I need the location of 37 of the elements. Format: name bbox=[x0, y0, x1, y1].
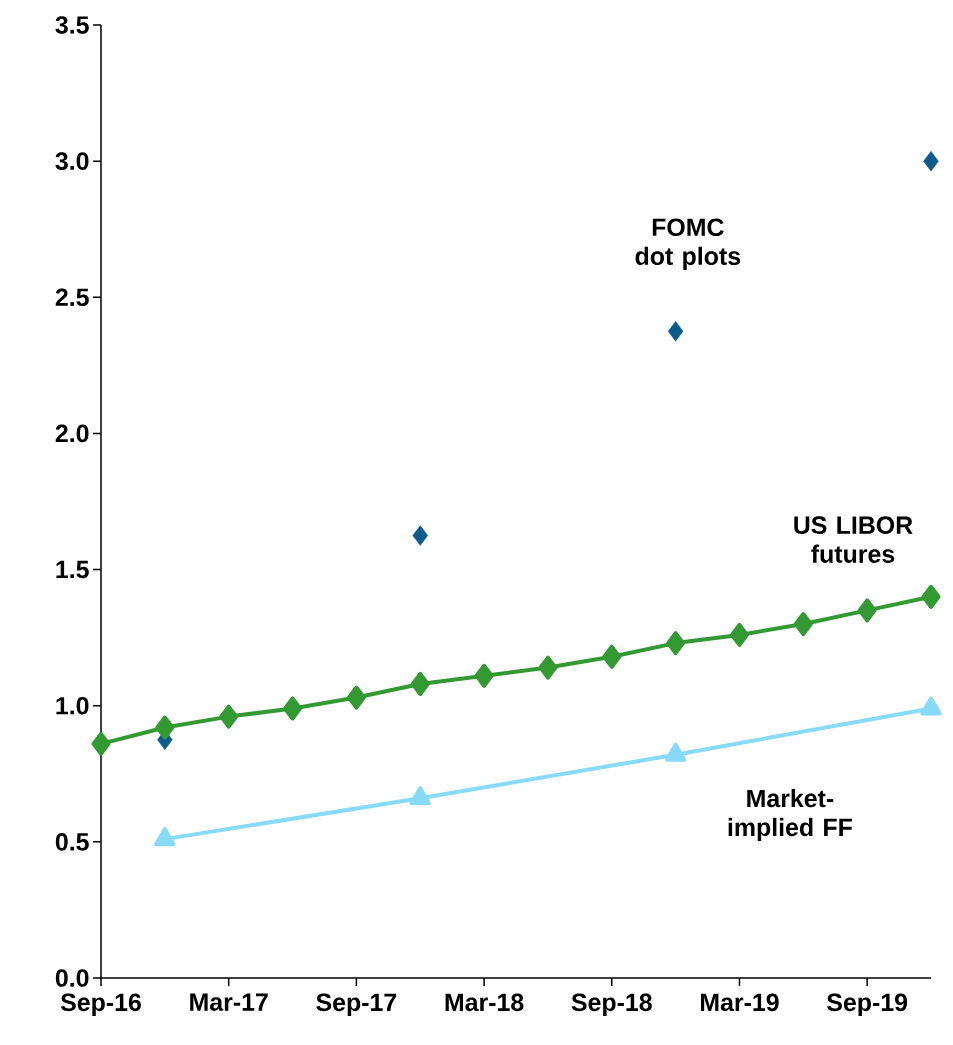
point bbox=[409, 786, 431, 806]
y-tick-label: 1.5 bbox=[56, 560, 89, 579]
point bbox=[667, 321, 684, 342]
series-label: US LIBOR futures bbox=[794, 516, 913, 563]
series-label: Market-implied FF bbox=[728, 788, 852, 842]
point bbox=[538, 655, 558, 680]
y-tick-label: 0.5 bbox=[55, 833, 89, 851]
point bbox=[91, 731, 111, 756]
text: FOMC dot plots bbox=[635, 218, 741, 270]
x-tick-label: Mar-18 bbox=[445, 993, 524, 1012]
x-tick-label: Sep-19 bbox=[827, 993, 908, 1017]
point bbox=[857, 598, 877, 623]
point bbox=[346, 685, 366, 710]
point bbox=[154, 827, 176, 847]
x-tick-label: Mar-17 bbox=[190, 993, 268, 1011]
point bbox=[412, 525, 428, 546]
point bbox=[602, 644, 622, 669]
y-tick-label: 3.5 bbox=[55, 16, 89, 34]
point bbox=[793, 612, 813, 637]
point bbox=[474, 663, 494, 688]
y-tick-label: 2.0 bbox=[55, 424, 89, 443]
x-tick-label: Mar-19 bbox=[700, 993, 779, 1012]
point bbox=[219, 704, 239, 729]
x-tick-label: Sep-16 bbox=[60, 993, 141, 1017]
point bbox=[921, 584, 941, 609]
point bbox=[410, 671, 430, 696]
y-tick-label: 0.0 bbox=[55, 969, 89, 987]
point bbox=[283, 696, 303, 721]
y-tick-label: 1.0 bbox=[56, 696, 89, 715]
y-tick-label: 3.0 bbox=[55, 152, 89, 170]
point bbox=[155, 715, 175, 740]
x-tick-label: Sep-18 bbox=[571, 993, 652, 1017]
y-tick-label: 2.5 bbox=[55, 288, 89, 307]
point bbox=[923, 150, 939, 172]
point bbox=[666, 631, 686, 656]
point bbox=[729, 622, 749, 647]
x-tick-label: Sep-17 bbox=[316, 993, 397, 1017]
